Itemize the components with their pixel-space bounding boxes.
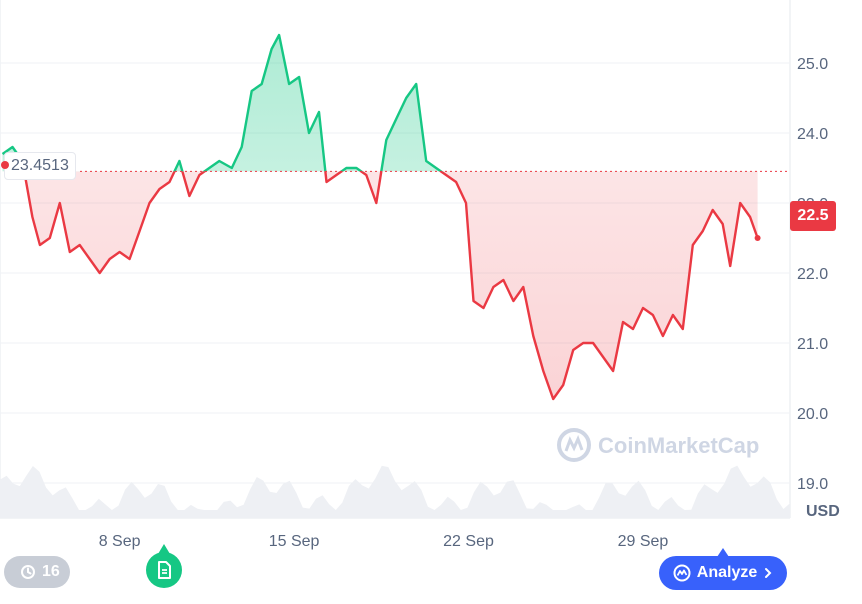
y-tick-label: 21.0: [797, 336, 828, 353]
history-count: 16: [42, 563, 60, 580]
analyze-logo-icon: [673, 564, 691, 582]
document-icon: [158, 561, 171, 579]
x-tick-label: 22 Sep: [443, 533, 494, 550]
area-above-reference: [2, 35, 441, 172]
y-tick-label: 20.0: [797, 406, 828, 423]
y-tick-label: 25.0: [797, 56, 828, 73]
reference-price-marker: [1, 161, 9, 169]
reference-price-text: 23.4513: [11, 157, 69, 174]
unit-label: USD: [806, 503, 840, 520]
chevron-right-icon: [765, 568, 772, 578]
reference-price-label: 23.4513: [1, 152, 76, 180]
history-button[interactable]: 16: [4, 556, 70, 588]
y-tick-label: 24.0: [797, 126, 828, 143]
area-below-reference: [2, 171, 758, 399]
analyze-label: Analyze: [696, 564, 758, 581]
watermark-logo-icon: [557, 428, 591, 462]
history-clock-icon: [21, 565, 35, 579]
volume-area: [0, 465, 790, 518]
y-tick-label: 22.0: [797, 266, 828, 283]
y-tick-label: 19.0: [797, 476, 828, 493]
last-price-badge: 22.5: [790, 201, 836, 231]
x-tick-label: 8 Sep: [99, 533, 141, 550]
watermark-text: CoinMarketCap: [598, 433, 759, 458]
news-marker[interactable]: [146, 544, 182, 588]
analyze-button[interactable]: Analyze: [659, 548, 787, 590]
x-tick-label: 15 Sep: [269, 533, 320, 550]
last-price-point: [754, 235, 761, 241]
x-tick-label: 29 Sep: [618, 533, 669, 550]
